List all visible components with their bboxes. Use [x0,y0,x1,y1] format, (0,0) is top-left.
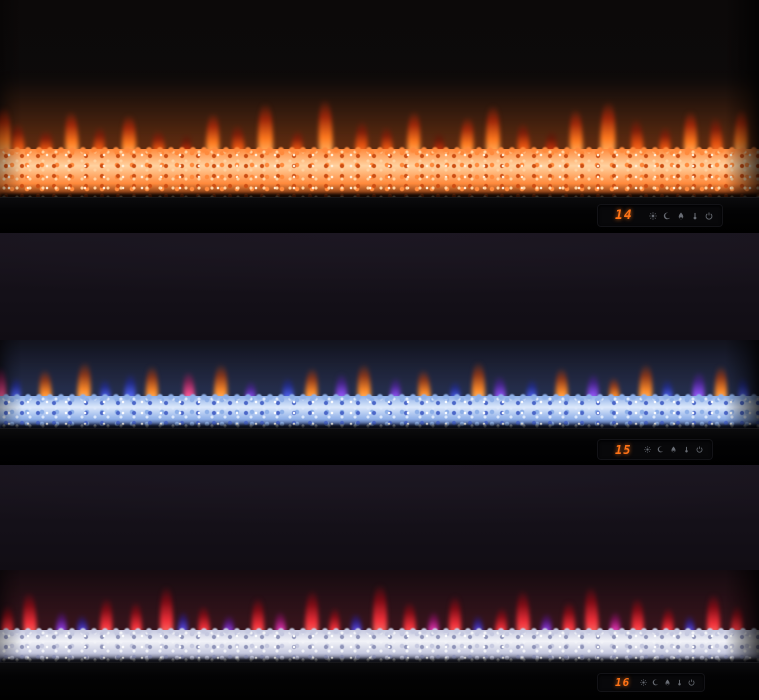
front-bezel: 15 [0,428,759,466]
right-edge-shadow [725,0,759,197]
moon-icon [663,212,671,219]
flame-icon [671,446,676,453]
touch-controls [649,211,722,220]
flame [2,604,14,640]
sun-icon [649,211,657,220]
right-edge-shadow [725,340,759,428]
control-display: 14 [598,205,722,226]
left-edge-shadow [0,0,22,197]
thermometer-icon [693,212,697,219]
firebox [0,340,759,428]
control-display: 15 [598,440,712,459]
touch-controls [640,679,704,686]
wall-gap [0,465,759,570]
firebox [0,570,759,662]
sun-icon [644,446,651,453]
thermometer-icon [678,679,681,686]
power-icon [696,446,703,453]
crystal-bed [0,630,759,662]
moon-icon [652,679,659,686]
temperature-readout: 16 [615,676,631,689]
flame-icon [678,212,684,219]
thermometer-icon [685,446,688,453]
power-icon [705,212,713,220]
flame [0,366,6,406]
crystal-bed [0,149,759,197]
right-edge-shadow [725,570,759,662]
flame [0,105,12,159]
temperature-readout: 14 [615,208,633,223]
moon-icon [657,446,664,453]
sun-icon [640,679,647,686]
crystal-bed [0,396,759,428]
firebox [0,0,759,197]
wall-gap [0,233,759,340]
flame [336,372,348,406]
touch-controls [644,446,712,453]
temperature-readout: 15 [615,442,632,457]
power-icon [688,679,695,686]
front-bezel: 16 [0,662,759,700]
left-edge-shadow [0,570,22,662]
left-edge-shadow [0,340,22,428]
flame-icon [665,679,670,686]
front-bezel: 14 [0,197,759,234]
control-display: 16 [598,674,704,691]
